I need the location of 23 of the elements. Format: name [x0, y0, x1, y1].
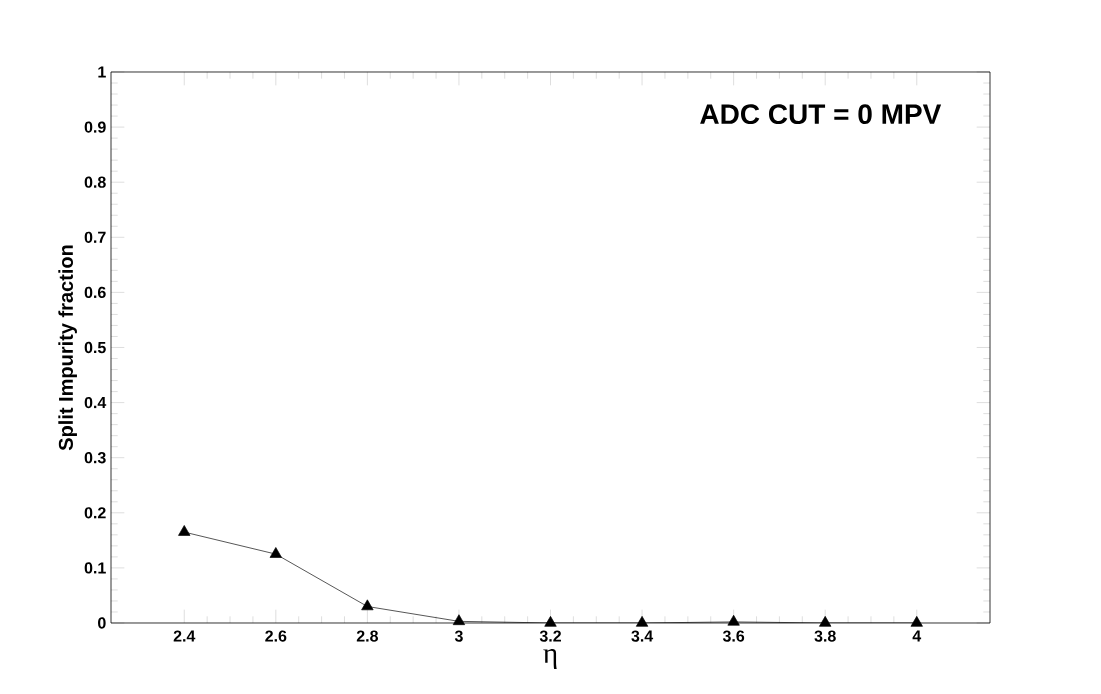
y-tick-label: 0.2 [84, 507, 106, 519]
x-tick-label: 2.8 [356, 630, 379, 642]
y-tick-label: 0.7 [84, 231, 106, 243]
y-tick-label: 0.6 [84, 286, 106, 299]
y-tick-label: 1 [98, 66, 106, 78]
x-tick-label: 3.6 [722, 630, 745, 642]
x-tick-label: 3.2 [539, 630, 561, 642]
y-tick-label: 0 [98, 617, 106, 629]
y-tick-label: 0.3 [84, 452, 106, 464]
y-tick-label: 0.9 [84, 121, 106, 133]
x-tick-label: 3.8 [814, 630, 836, 642]
x-tick-label: 3 [454, 630, 463, 642]
x-tick-label: 4 [912, 630, 922, 642]
y-tick-label: 0.4 [84, 396, 107, 409]
x-tick-label: 2.6 [265, 630, 287, 642]
x-tick-label: 2.4 [173, 630, 196, 642]
x-tick-label: 3.4 [631, 630, 654, 642]
y-tick-label: 0.8 [84, 176, 106, 188]
annotation: ADC CUT = 0 MPV [700, 104, 942, 125]
y-tick-label: 0.5 [84, 341, 106, 354]
y-axis-title: Split Impurity fraction [58, 245, 77, 451]
y-tick-label: 0.1 [84, 562, 106, 574]
x-axis-title: η [543, 649, 557, 670]
